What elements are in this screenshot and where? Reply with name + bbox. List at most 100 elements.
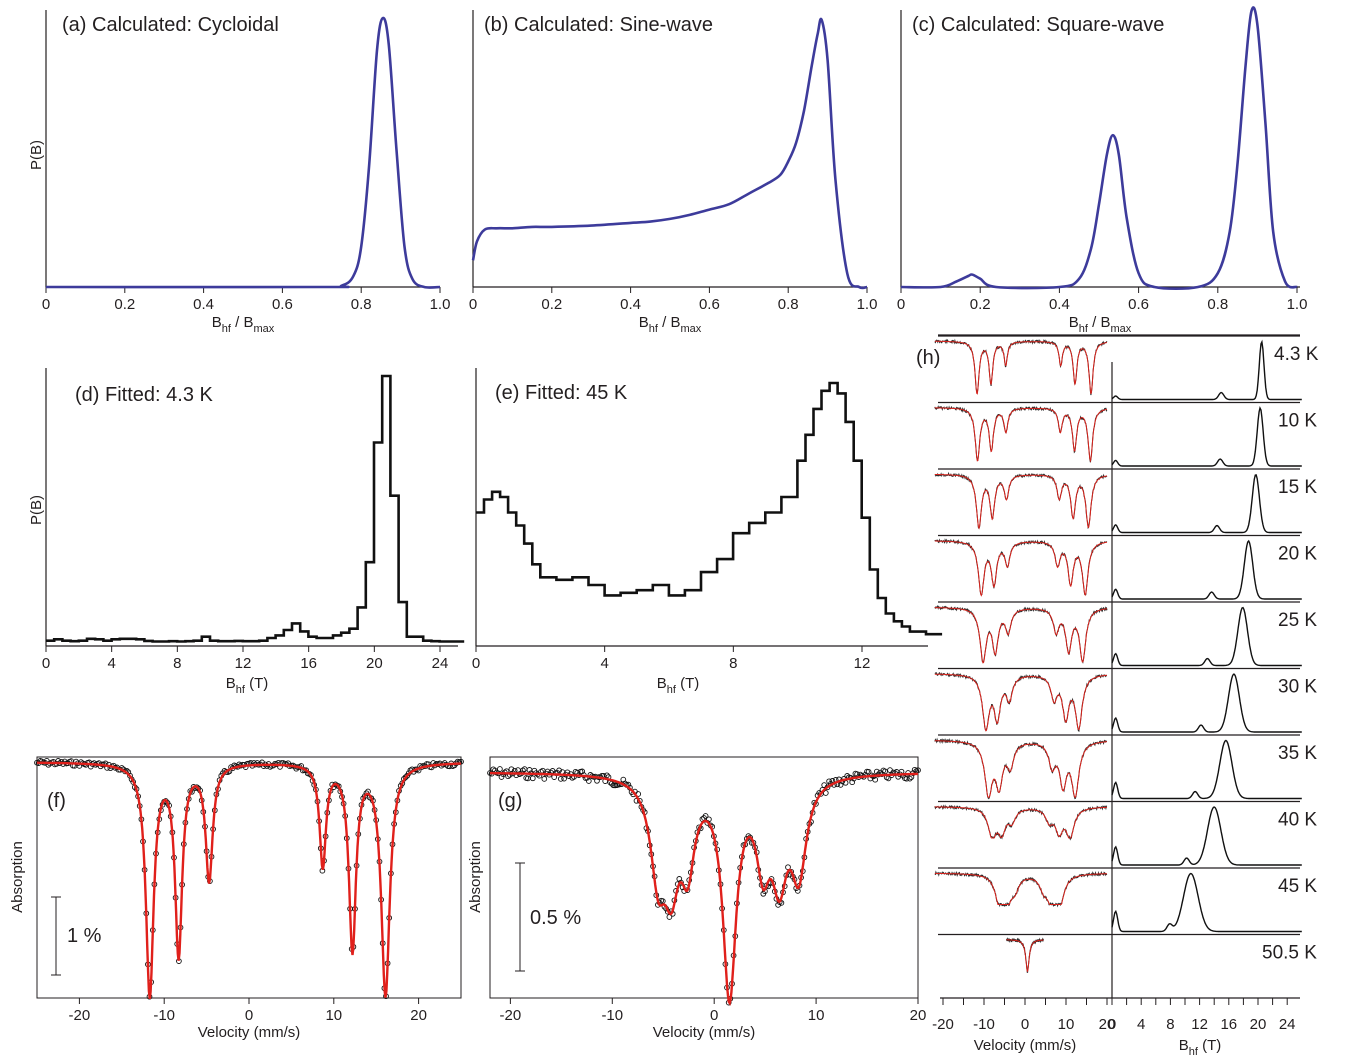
panel-d-x-tick-label: 16 xyxy=(300,655,317,672)
panel-h-vel-tick-label: 10 xyxy=(1058,1016,1075,1033)
panel-b-curve xyxy=(471,17,868,290)
panel-e-x-tick-label: 4 xyxy=(600,655,608,672)
data-point xyxy=(579,768,586,775)
panel-h-temperature-label: 30 K xyxy=(1278,677,1317,698)
panel-a-curve xyxy=(45,16,441,289)
panel-d-ylabel: P(B) xyxy=(28,495,45,525)
panel-d-x-tick-label: 12 xyxy=(235,655,252,672)
panel-b-title: (b) Calculated: Sine-wave xyxy=(484,14,713,36)
panel-h-spectrum xyxy=(934,672,1108,733)
panel-g-fit-curve xyxy=(490,771,918,1006)
panel-b-x-tick-label: 0.8 xyxy=(778,296,799,313)
panel-h-spectrum-fit xyxy=(934,540,1108,597)
panel-a-ylabel: P(B) xyxy=(28,140,45,170)
panel-g-x-ticks: -20 -10 0 10 20 xyxy=(500,998,927,1024)
panel-f-x-tick-label: -10 xyxy=(153,1007,175,1024)
panel-e-x-tick-label: 12 xyxy=(854,655,871,672)
panel-h-distribution xyxy=(1111,474,1302,534)
panel-h-xlabel-left: Velocity (mm/s) xyxy=(974,1037,1077,1054)
panel-a-xlabel: Bhf / Bmax xyxy=(212,314,275,335)
panel-c-title: (c) Calculated: Square-wave xyxy=(912,14,1164,36)
panel-g-x-tick-label: 20 xyxy=(910,1007,927,1024)
panel-c: (c) Calculated: Square-wave 0 0.2 0.4 0.6 0.… xyxy=(897,6,1307,335)
panel-e-x-tick-label: 8 xyxy=(729,655,737,672)
data-point xyxy=(557,776,564,782)
panel-d: (d) Fitted: 4.3 K P(B) 0 4 8 12 16 20 24 Bhf (… xyxy=(28,368,465,696)
panel-a-x-tick-label: 0.2 xyxy=(114,296,135,313)
data-point xyxy=(915,767,921,774)
panel-h-row: 15 K xyxy=(934,468,1317,534)
panel-g-data-points xyxy=(487,766,921,1006)
panel-h-temperature-label: 20 K xyxy=(1278,544,1317,565)
panel-g-x-tick-label: -10 xyxy=(601,1007,623,1024)
panel-f-xlabel: Velocity (mm/s) xyxy=(198,1024,301,1041)
panel-b-x-ticks: 0 0.2 0.4 0.6 0.8 1.0 xyxy=(469,287,878,313)
panel-f-scale-bar xyxy=(51,896,61,976)
panel-h-temperature-label: 45 K xyxy=(1278,876,1317,897)
panel-h-spectrum-fit xyxy=(934,607,1108,664)
panel-f-scale-label: 1 % xyxy=(67,925,102,947)
data-point xyxy=(497,766,503,772)
panel-f-fit-curve xyxy=(37,761,462,1000)
panel-d-x-tick-label: 24 xyxy=(432,655,449,672)
panel-h-distribution xyxy=(1111,739,1302,800)
panel-c-x-tick-label: 0.4 xyxy=(1049,296,1070,313)
panel-h-distribution xyxy=(1111,806,1302,866)
panel-a-x-tick-label: 1.0 xyxy=(430,296,451,313)
panel-h-row: 4.3 K xyxy=(934,335,1319,401)
panel-h-vel-tick-label: -20 xyxy=(932,1016,954,1033)
panel-h-row: 40 K xyxy=(934,800,1317,866)
panel-h-b-tick-label: 20 xyxy=(1250,1016,1267,1033)
data-point xyxy=(541,776,548,782)
panel-h-xlabel-right: Bhf (T) xyxy=(1179,1037,1222,1058)
panel-b-x-tick-label: 0.2 xyxy=(541,296,562,313)
panel-c-x-tick-label: 0.2 xyxy=(970,296,991,313)
panel-h-distribution xyxy=(1111,872,1302,933)
panel-g-x-tick-label: -20 xyxy=(500,1007,522,1024)
panel-h-spectrum-fit xyxy=(934,872,1107,905)
data-point xyxy=(849,779,856,786)
panel-h-distribution xyxy=(1111,539,1302,600)
panel-h-b-tick-label: 12 xyxy=(1191,1016,1208,1033)
data-point xyxy=(604,772,610,779)
panel-h-temperature-label: 50.5 K xyxy=(1262,943,1317,964)
panel-g-ylabel: Absorption xyxy=(467,841,484,913)
panel-a-x-tick-label: 0 xyxy=(42,296,50,313)
panel-e-x-ticks: 0 4 8 12 xyxy=(472,646,871,672)
data-point xyxy=(882,768,888,775)
panel-d-xlabel: Bhf (T) xyxy=(226,675,269,696)
panel-c-x-tick-label: 0.6 xyxy=(1128,296,1149,313)
panel-e-x-tick-label: 0 xyxy=(472,655,480,672)
panel-h-vel-tick-label: 20 xyxy=(1099,1016,1116,1033)
panel-d-title: (d) Fitted: 4.3 K xyxy=(75,384,213,406)
panel-h-distribution xyxy=(1111,606,1302,667)
panel-h-spectrum xyxy=(934,471,1108,530)
panel-h-row: 25 K xyxy=(934,601,1317,667)
panel-c-x-ticks: 0 0.2 0.4 0.6 0.8 1.0 xyxy=(897,287,1307,313)
panel-c-curve xyxy=(900,6,1298,291)
data-point xyxy=(903,775,910,782)
panel-h-spectrum-fit xyxy=(934,473,1108,530)
panel-g-scale-bar xyxy=(515,862,525,972)
panel-g-x-tick-label: 0 xyxy=(710,1007,718,1024)
panel-h-spectrum-fit xyxy=(934,407,1108,463)
panel-a-x-tick-label: 0.4 xyxy=(193,296,214,313)
panel-a-x-tick-label: 0.8 xyxy=(351,296,372,313)
panel-c-x-tick-label: 0.8 xyxy=(1207,296,1228,313)
panel-d-x-tick-label: 8 xyxy=(173,655,181,672)
panel-h-distribution xyxy=(1111,339,1302,401)
panel-h-spectrum-fit xyxy=(934,806,1107,839)
panel-a-x-ticks: 0 0.2 0.4 0.6 0.8 1.0 xyxy=(42,287,451,313)
panel-f-x-ticks: -20 -10 0 10 20 xyxy=(69,998,427,1024)
panel-e: (e) Fitted: 45 K 0 4 8 12 Bhf (T) xyxy=(472,368,943,696)
panel-b-x-tick-label: 0.6 xyxy=(699,296,720,313)
panel-g-frame xyxy=(489,756,919,999)
panel-b-x-tick-label: 1.0 xyxy=(857,296,878,313)
data-point xyxy=(837,782,844,788)
panel-h-b-tick-label: 8 xyxy=(1166,1016,1174,1033)
panel-g: (g) Absorption 0.5 % -20 -10 0 10 20 Velocit… xyxy=(467,756,927,1041)
panel-h-spectrum xyxy=(934,338,1108,396)
panel-h-vel-tick-label: 0 xyxy=(1021,1016,1029,1033)
panel-h-distribution xyxy=(1111,673,1302,733)
